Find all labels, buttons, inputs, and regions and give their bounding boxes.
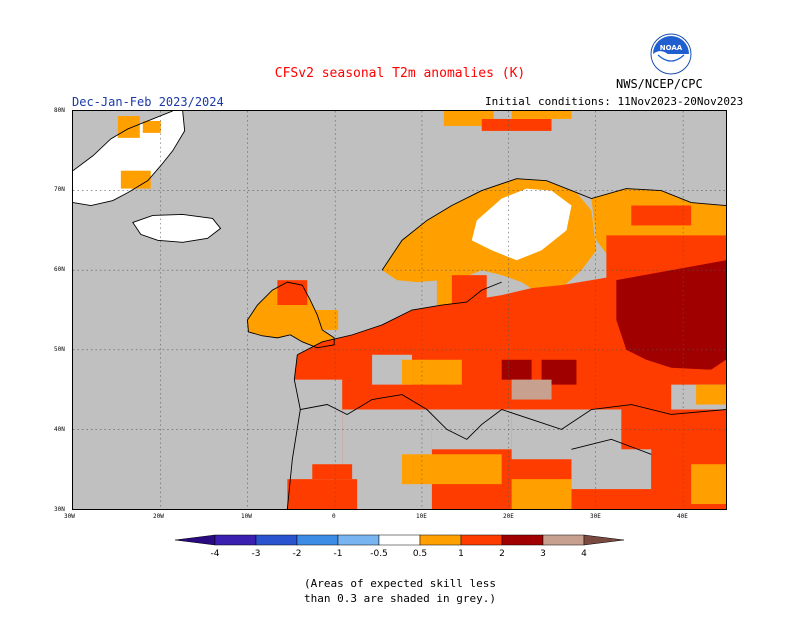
colorbar-box <box>542 534 585 546</box>
lat-tick-30n: 30N <box>54 506 65 513</box>
logo-text: NOAA <box>660 44 683 52</box>
lon-tick-20e: 20E <box>503 513 514 520</box>
lon-tick-30e: 30E <box>590 513 601 520</box>
uk-ireland-region <box>247 282 335 348</box>
colorbar-label: 3 <box>540 549 546 559</box>
colorbar-end-high <box>583 534 625 546</box>
organization-label: NWS/NCEP/CPC <box>616 77 703 91</box>
initial-conditions-label: Initial conditions: 11Nov2023-20Nov2023 <box>485 95 744 108</box>
coastlines <box>73 111 726 509</box>
lon-tick-20w: 20W <box>153 513 164 520</box>
colorbar-label: -4 <box>211 549 220 559</box>
colorbar: -4 -3 -2 -1 -0.5 0.5 1 2 3 4 <box>174 534 625 559</box>
colorbar-label: -3 <box>252 549 261 559</box>
colorbar-box <box>378 534 421 546</box>
lat-tick-40n: 40N <box>54 426 65 433</box>
colorbar-end-low <box>174 534 216 546</box>
lat-tick-70n: 70N <box>54 186 65 193</box>
scandinavia-white <box>471 188 572 261</box>
lon-tick-0: 0 <box>332 513 336 520</box>
lon-tick-10e: 10E <box>416 513 427 520</box>
lon-tick-40e: 40E <box>677 513 688 520</box>
colorbar-box <box>214 534 257 546</box>
anomaly-map <box>72 110 727 510</box>
colorbar-label: 4 <box>581 549 587 559</box>
lat-tick-60n: 60N <box>54 266 65 273</box>
iceland-region <box>132 214 221 243</box>
colorbar-label: 0.5 <box>413 549 427 559</box>
chart-title: CFSv2 seasonal T2m anomalies (K) <box>274 66 526 81</box>
lon-tick-10w: 10W <box>241 513 252 520</box>
colorbar-box <box>255 534 298 546</box>
russia-darkred <box>616 260 726 370</box>
colorbar-label: 2 <box>499 549 505 559</box>
svalbard-orange <box>443 111 494 126</box>
colorbar-box <box>296 534 339 546</box>
colorbar-box <box>501 534 544 546</box>
colorbar-label: -1 <box>334 549 343 559</box>
footnote-line-2: than 0.3 are shaded in grey.) <box>303 592 497 605</box>
alps-orange <box>401 359 462 385</box>
colorbar-labels: -4 -3 -2 -1 -0.5 0.5 1 2 3 4 <box>211 549 588 559</box>
colorbar-label: 1 <box>458 549 464 559</box>
lon-tick-30w: 30W <box>64 513 75 520</box>
graticule <box>73 111 726 509</box>
footnote-line-1: (Areas of expected skill less <box>303 577 497 590</box>
colorbar-box <box>337 534 380 546</box>
colorbar-label: -2 <box>293 549 302 559</box>
north-africa-red <box>287 479 358 509</box>
season-label: Dec-Jan-Feb 2023/2024 <box>72 95 224 109</box>
colorbar-box <box>460 534 503 546</box>
colorbar-label: -0.5 <box>370 549 388 559</box>
greenland-orange <box>117 115 140 138</box>
greenland-region <box>73 111 185 206</box>
noaa-logo: NOAA <box>650 33 692 75</box>
lat-tick-50n: 50N <box>54 346 65 353</box>
lat-tick-80n: 80N <box>54 107 65 114</box>
colorbar-box <box>419 534 462 546</box>
colorbar-boxes <box>174 534 625 546</box>
